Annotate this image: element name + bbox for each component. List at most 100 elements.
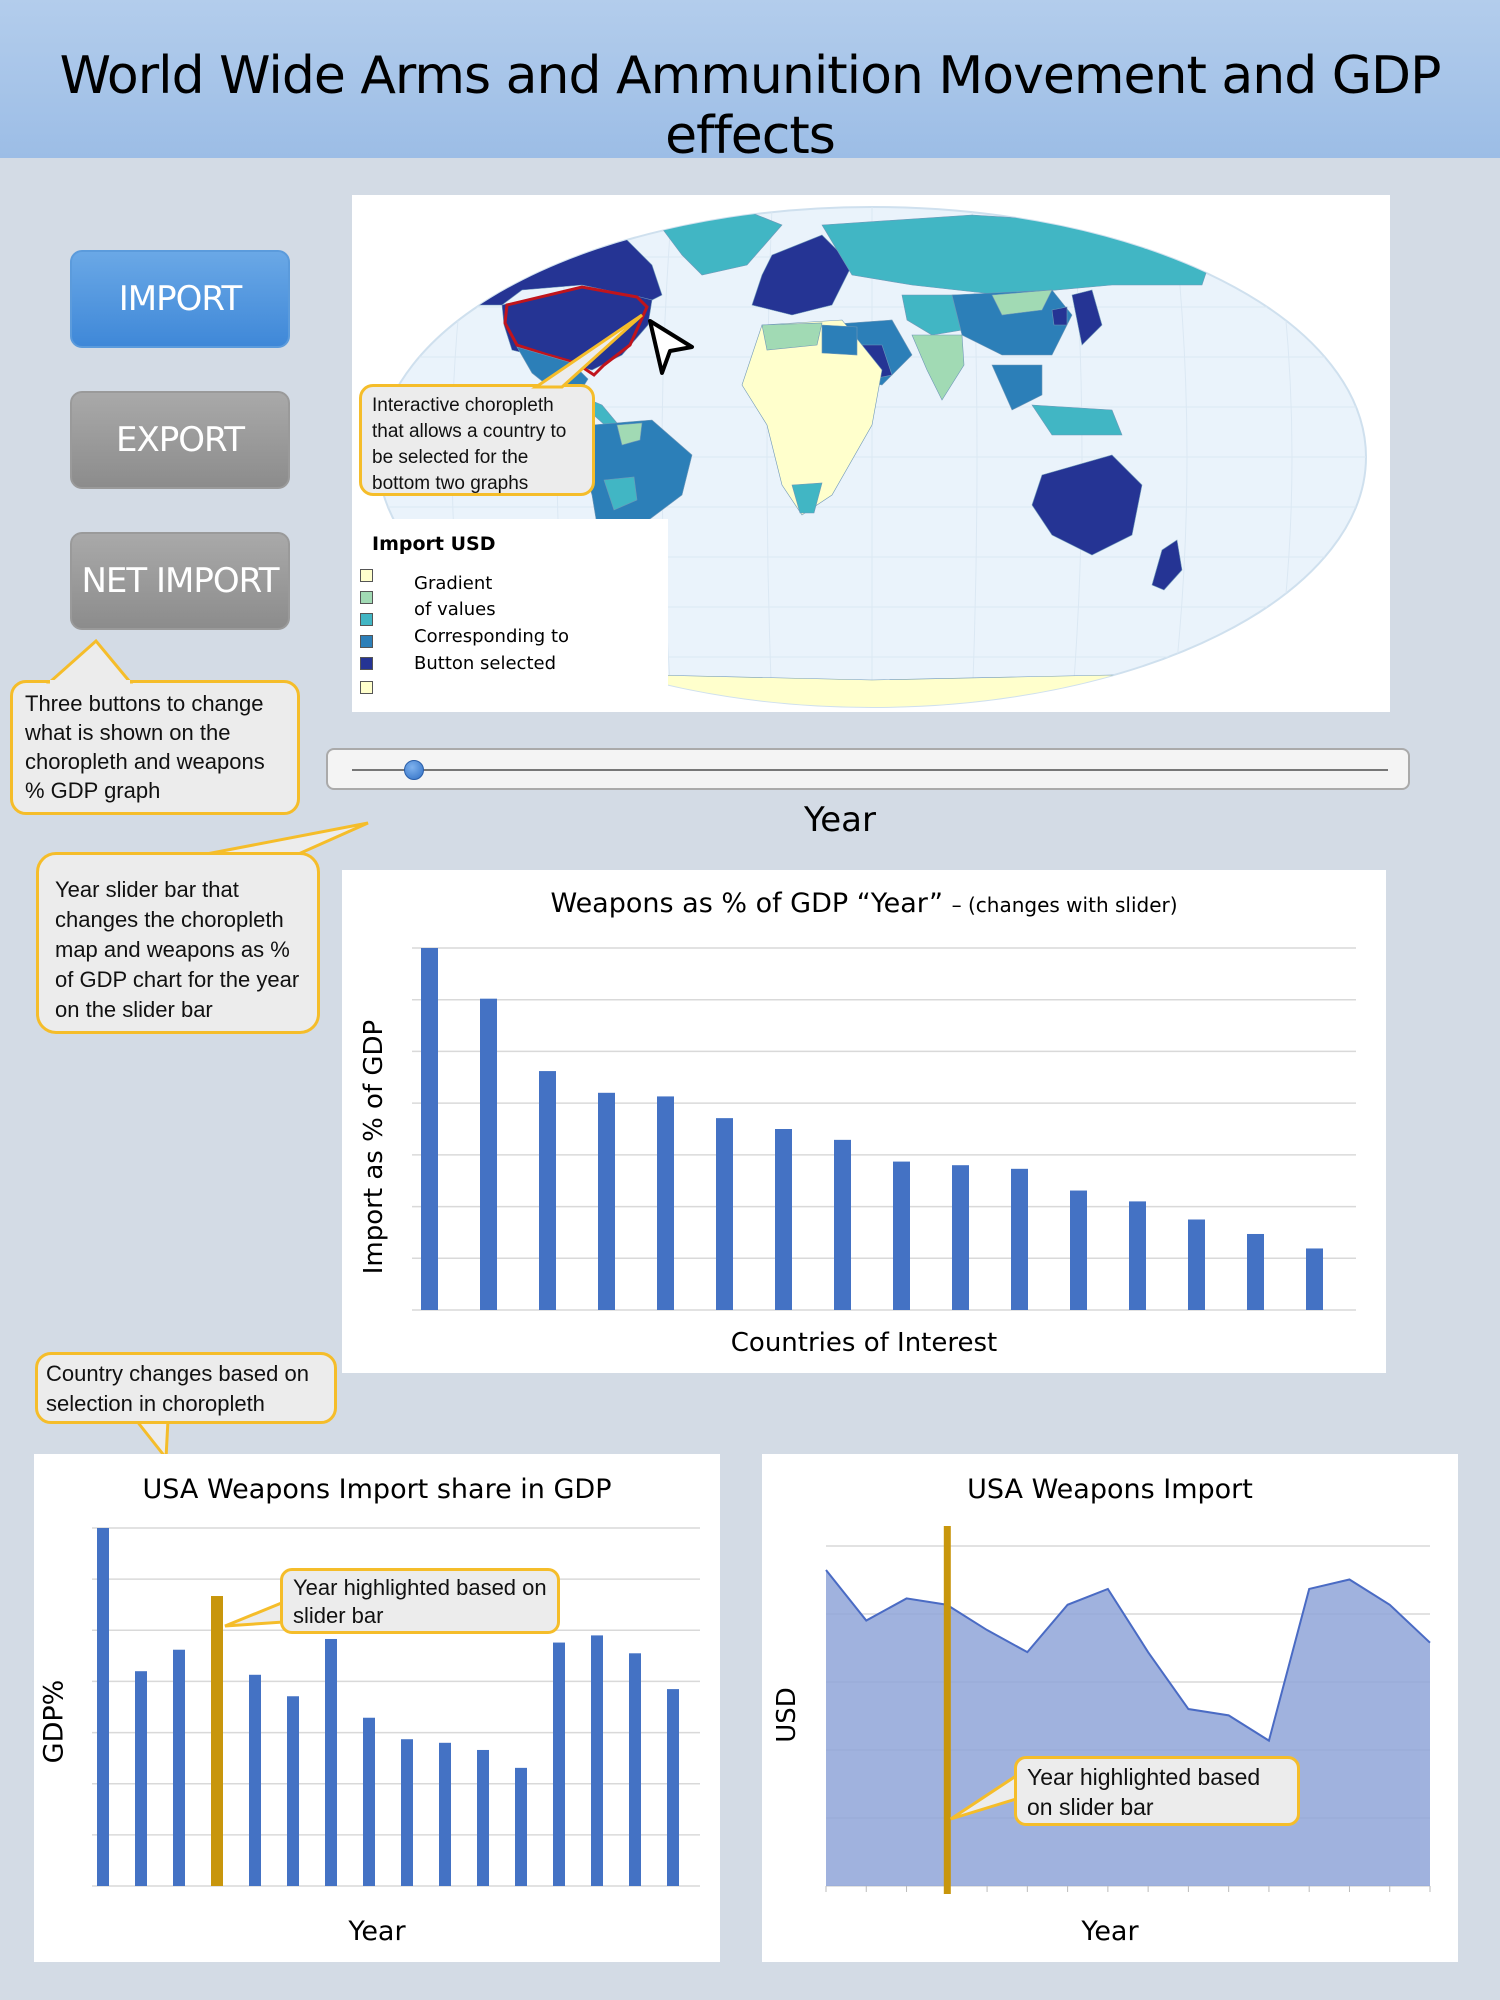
weapons-gdp-chart-panel: Weapons as % of GDP “Year” – (changes wi… <box>342 870 1386 1373</box>
chart1-bar <box>598 1092 615 1310</box>
buttons-callout-text: Three buttons to change what is shown on… <box>25 691 265 803</box>
indonesia[interactable] <box>1031 404 1123 436</box>
chart2-bar <box>135 1671 147 1886</box>
chart1-bar <box>1188 1219 1205 1310</box>
chart2-bar <box>249 1674 261 1886</box>
chart2-bar <box>591 1635 603 1886</box>
slider-year-label: Year <box>804 800 876 840</box>
legend-swatch-2 <box>360 591 373 604</box>
legend-label-4: Button selected <box>414 653 556 674</box>
choropleth-map[interactable]: Interactive choropleth that allows a cou… <box>352 195 1390 712</box>
map-callout: Interactive choropleth that allows a cou… <box>359 384 595 496</box>
egypt[interactable] <box>821 324 858 356</box>
legend-swatch-5 <box>360 657 373 670</box>
chart3-area <box>826 1570 1430 1886</box>
chart3-highlight-line <box>943 1526 951 1894</box>
chart1-subtitle: – (changes with slider) <box>951 893 1178 917</box>
chart1-bar <box>657 1096 674 1310</box>
africa[interactable] <box>741 319 883 516</box>
chart2-bar <box>515 1767 527 1886</box>
chart3-title: USA Weapons Import <box>967 1474 1253 1505</box>
chart2-bar <box>173 1649 185 1886</box>
area-highlight-callout-text: Year highlighted based on slider bar <box>1027 1764 1261 1820</box>
chart2-bar <box>401 1739 413 1886</box>
legend-swatch-6 <box>360 681 373 694</box>
map-legend: Import USD Gradient of values Correspond… <box>352 519 668 712</box>
chart2-bar <box>439 1742 451 1886</box>
buttons-callout-pointer <box>46 638 134 684</box>
chart2-bar <box>97 1528 109 1886</box>
header-banner: World Wide Arms and Ammunition Movement … <box>0 0 1500 166</box>
chart1-bar <box>480 998 497 1310</box>
chart3-xlabel: Year <box>1081 1916 1139 1947</box>
chart1-xlabel: Countries of Interest <box>730 1328 998 1358</box>
usa-weapons-import-chart-panel: USA Weapons Import Year USD Year highlig… <box>762 1454 1458 1962</box>
chart2-xlabel: Year <box>348 1916 406 1947</box>
chart1-bar <box>1011 1168 1028 1310</box>
country-callout: Country changes based on selection in ch… <box>35 1352 337 1424</box>
chart1-bar <box>716 1118 733 1310</box>
chart2-bar <box>629 1653 641 1886</box>
chart2-bar <box>477 1749 489 1886</box>
bar-highlight-callout: Year highlighted based on slider bar <box>280 1568 560 1634</box>
chart1-svg <box>412 947 1356 1311</box>
legend-label-3: Corresponding to <box>414 626 570 647</box>
slider-track[interactable] <box>352 769 1388 771</box>
legend-swatch-3 <box>360 613 373 626</box>
chart2-bar <box>325 1638 337 1886</box>
chart2-bar <box>667 1689 679 1886</box>
chart1-bar <box>421 948 438 1310</box>
slider-callout: Year slider bar that changes the choropl… <box>36 852 320 1034</box>
chart2-bar <box>553 1642 565 1886</box>
chart3-line <box>825 1569 1431 1743</box>
chart3-ylabel: USD <box>772 1687 802 1743</box>
country-callout-text: Country changes based on selection in ch… <box>46 1361 309 1416</box>
north-africa[interactable] <box>761 322 823 351</box>
import-button[interactable]: IMPORT <box>70 250 290 348</box>
chart2-svg <box>92 1527 700 1887</box>
chart1-bar <box>1306 1248 1323 1310</box>
chart1-bar <box>893 1161 910 1310</box>
legend-title: Import USD <box>372 533 496 555</box>
area-highlight-callout: Year highlighted based on slider bar <box>1014 1756 1300 1826</box>
chart2-callout-pointer <box>224 1599 286 1628</box>
chart1-bar <box>952 1165 969 1310</box>
chart1-bar <box>834 1139 851 1310</box>
legend-label-2: of values <box>414 599 496 620</box>
india[interactable] <box>911 334 965 401</box>
chart1-bar <box>775 1129 792 1310</box>
chart2-bar <box>287 1696 299 1886</box>
slider-callout-text: Year slider bar that changes the choropl… <box>55 877 300 1022</box>
export-button[interactable]: EXPORT <box>70 391 290 489</box>
australia[interactable] <box>1031 454 1143 556</box>
buttons-callout: Three buttons to change what is shown on… <box>10 680 300 815</box>
venezuela[interactable] <box>616 422 643 446</box>
slider-thumb[interactable] <box>403 760 424 780</box>
net-import-button[interactable]: NET IMPORT <box>70 532 290 630</box>
southeast-asia[interactable] <box>991 364 1043 411</box>
japan[interactable] <box>1071 289 1103 346</box>
chart2-title: USA Weapons Import share in GDP <box>142 1474 612 1505</box>
chart1-bar <box>1070 1190 1087 1310</box>
south-africa[interactable] <box>791 482 823 514</box>
chart1-title-main: Weapons as % of GDP “Year” <box>550 888 944 919</box>
page-title: World Wide Arms and Ammunition Movement … <box>59 46 1442 166</box>
cursor-arrow-icon <box>648 319 694 375</box>
korea[interactable] <box>1051 306 1068 326</box>
legend-swatch-1 <box>360 569 373 582</box>
bar-highlight-callout-text: Year highlighted based on slider bar <box>293 1575 547 1628</box>
chart1-bar <box>539 1071 556 1310</box>
legend-swatch-4 <box>360 635 373 648</box>
chart1-title: Weapons as % of GDP “Year” – (changes wi… <box>342 888 1386 919</box>
chart2-bar <box>363 1717 375 1886</box>
chart2-highlighted-bar <box>211 1596 223 1886</box>
country-callout-pointer <box>132 1418 170 1463</box>
europe[interactable] <box>751 234 853 316</box>
mongolia[interactable] <box>991 289 1053 316</box>
chart2-ylabel: GDP% <box>38 1679 70 1764</box>
new-zealand[interactable] <box>1151 539 1183 591</box>
chart3-svg <box>825 1526 1431 1894</box>
usa-gdp-share-chart-panel: USA Weapons Import share in GDP Year GDP… <box>34 1454 720 1962</box>
bolivia[interactable] <box>603 476 638 511</box>
year-slider[interactable] <box>326 748 1410 790</box>
